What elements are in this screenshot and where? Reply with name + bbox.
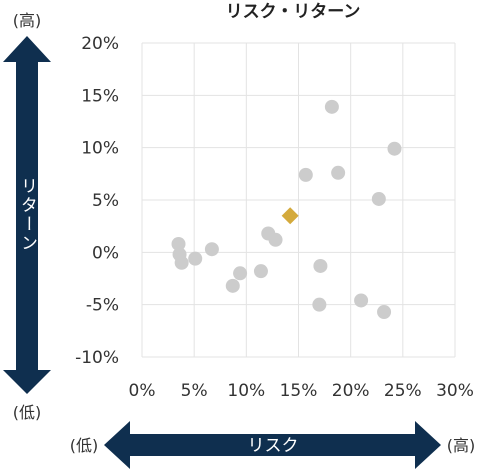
- y-tick-label: -10%: [75, 348, 119, 368]
- return-low-label: (低): [13, 403, 42, 422]
- scatter-point: [204, 242, 219, 257]
- scatter-point: [377, 304, 392, 319]
- risk-axis-label: リスク: [248, 436, 299, 456]
- return-high-label: (高): [13, 11, 42, 30]
- scatter-point: [387, 141, 402, 156]
- x-tick-label: 30%: [436, 381, 474, 401]
- y-tick-label: 15%: [81, 86, 119, 106]
- x-tick-label: 20%: [332, 381, 370, 401]
- x-tick-label: 0%: [129, 381, 156, 401]
- x-tick-labels: 0% 5% 10% 15% 20% 25% 30%: [129, 381, 474, 401]
- data-points: [171, 99, 402, 319]
- scatter-point: [233, 266, 248, 281]
- scatter-point: [331, 165, 346, 180]
- y-tick-label: -5%: [86, 296, 119, 316]
- risk-high-label: (高): [447, 436, 476, 455]
- return-axis-label: リターン: [17, 177, 37, 253]
- risk-low-label: (低): [70, 436, 99, 455]
- x-tick-label: 10%: [227, 381, 265, 401]
- scatter-point: [354, 293, 369, 308]
- scatter-point: [371, 191, 386, 206]
- scatter-point: [313, 258, 328, 273]
- x-tick-label: 5%: [181, 381, 208, 401]
- scatter-point: [312, 297, 327, 312]
- y-tick-label: 0%: [92, 243, 119, 263]
- risk-arrow: [104, 421, 441, 469]
- y-tick-labels: 20% 15% 10% 5% 0% -5% -10%: [75, 34, 119, 368]
- y-tick-label: 10%: [81, 139, 119, 159]
- y-tick-label: 20%: [81, 34, 119, 54]
- scatter-point: [171, 236, 186, 251]
- scatter-point: [188, 251, 203, 266]
- scatter-point: [174, 255, 189, 270]
- x-tick-label: 15%: [280, 381, 318, 401]
- scatter-point: [268, 232, 283, 247]
- highlight-point: [281, 207, 299, 225]
- return-arrow: [3, 36, 51, 394]
- scatter-point: [298, 167, 313, 182]
- chart-title: リスク・リターン: [226, 2, 361, 22]
- scatter-point: [253, 264, 268, 279]
- scatter-point: [225, 278, 240, 293]
- x-tick-label: 25%: [384, 381, 422, 401]
- grid: [141, 42, 456, 358]
- y-tick-label: 5%: [92, 191, 119, 211]
- scatter-point: [324, 99, 339, 114]
